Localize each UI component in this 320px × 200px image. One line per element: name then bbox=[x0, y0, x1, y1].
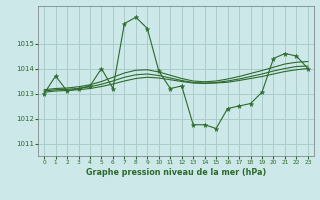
X-axis label: Graphe pression niveau de la mer (hPa): Graphe pression niveau de la mer (hPa) bbox=[86, 168, 266, 177]
